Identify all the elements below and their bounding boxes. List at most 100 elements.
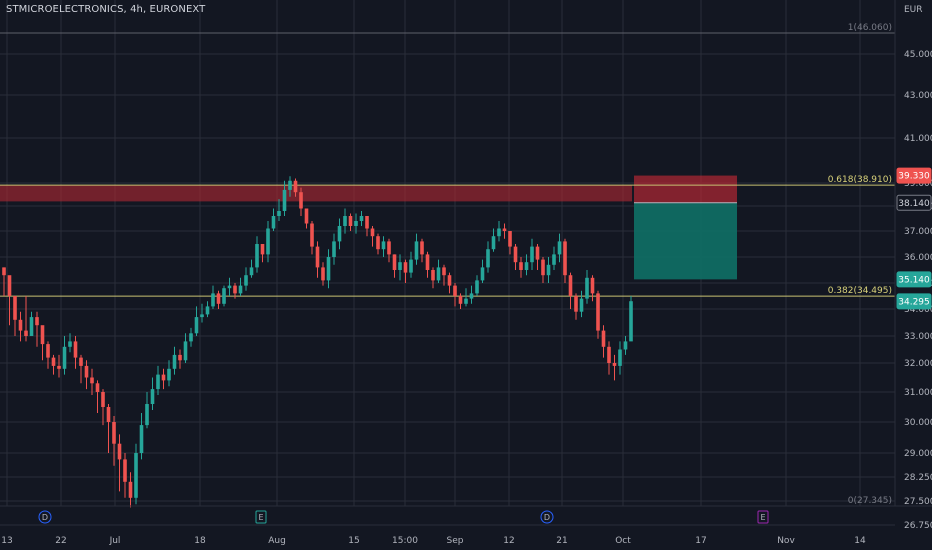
candle xyxy=(370,226,375,247)
time-tick-label: 21 xyxy=(556,536,567,546)
earnings-marker[interactable]: E xyxy=(757,510,769,524)
price-tick-label: 29.000 xyxy=(904,449,932,459)
dividend-marker[interactable]: D xyxy=(540,510,554,524)
time-tick-label: 18 xyxy=(194,536,206,546)
candle xyxy=(387,238,391,263)
time-axis[interactable]: 13 22 Jul 18 Aug 15 15:00 Sep 12 21 Oct 17 Nov 14 xyxy=(1,536,866,546)
time-tick-label: 22 xyxy=(55,536,66,546)
price-tick-label: 30.000 xyxy=(904,418,932,428)
candle xyxy=(183,333,188,363)
zones-layer xyxy=(0,175,737,280)
candle xyxy=(249,259,254,278)
price-tick-label: 32.000 xyxy=(904,359,932,369)
price-tick-label: 45.000 xyxy=(904,50,932,60)
candle xyxy=(552,246,556,270)
time-tick-label: Jul xyxy=(109,536,121,546)
price-tick-label: 41.000 xyxy=(904,134,932,144)
candle xyxy=(497,221,501,242)
dividend-marker[interactable]: D xyxy=(38,510,52,524)
candle xyxy=(128,472,133,508)
candle xyxy=(35,311,39,347)
candle xyxy=(392,254,397,278)
candle xyxy=(260,244,265,263)
candle xyxy=(623,336,628,355)
earnings-marker[interactable]: E xyxy=(255,510,267,524)
candle xyxy=(216,290,221,309)
price-label: 34.295 xyxy=(896,293,932,310)
candle xyxy=(95,380,100,413)
fib-label: 0(27.345) xyxy=(848,496,892,506)
target-zone[interactable] xyxy=(634,202,737,280)
candle xyxy=(585,270,589,304)
candle xyxy=(227,277,232,296)
time-tick-label: 15:00 xyxy=(392,536,418,546)
candle xyxy=(205,301,210,318)
price-axis[interactable]: 45.00043.00041.00039.00038.00037.00036.0… xyxy=(904,50,932,531)
time-tick-label: Aug xyxy=(268,536,286,546)
candle xyxy=(101,389,105,426)
candle xyxy=(563,238,567,283)
candle xyxy=(40,325,45,361)
candle xyxy=(508,231,512,255)
candle xyxy=(167,360,171,387)
candle xyxy=(535,244,540,270)
svg-text:E: E xyxy=(760,513,765,522)
candle xyxy=(112,416,116,466)
candle xyxy=(326,249,331,289)
candle xyxy=(293,178,298,197)
svg-text:39.330: 39.330 xyxy=(898,172,930,182)
candle xyxy=(282,180,287,216)
candle xyxy=(46,341,50,369)
time-tick-label: Oct xyxy=(615,536,631,546)
candle xyxy=(629,296,633,342)
time-tick-label: 14 xyxy=(854,536,866,546)
candle xyxy=(359,211,364,226)
candle xyxy=(90,368,94,395)
candle xyxy=(502,223,507,239)
fib-label: 0.618(38.910) xyxy=(828,175,892,185)
candle xyxy=(178,349,182,369)
candle xyxy=(18,311,23,342)
price-labels: 39.330 38.140 35.140 34.295 xyxy=(896,167,932,310)
candle xyxy=(7,275,12,326)
candle xyxy=(541,257,545,283)
price-tick-label: 34.000 xyxy=(904,305,932,315)
price-label: 38.140 xyxy=(896,194,932,211)
candle xyxy=(365,216,369,237)
candle xyxy=(579,290,584,318)
candle xyxy=(238,277,243,296)
candle xyxy=(68,333,72,353)
currency-label[interactable]: EUR xyxy=(904,5,923,15)
resistance-zone[interactable] xyxy=(0,185,632,202)
candle xyxy=(73,336,78,369)
candle xyxy=(271,208,276,231)
candle xyxy=(618,341,622,375)
candle xyxy=(398,254,402,281)
candle xyxy=(2,267,6,296)
price-tick-label: 27.500 xyxy=(904,497,932,507)
chart-title: STMICROELECTRONICS, 4h, EURONEXT xyxy=(6,4,206,15)
candle xyxy=(84,360,89,390)
price-tick-label: 28.250 xyxy=(904,473,932,483)
candle xyxy=(491,228,496,252)
candle xyxy=(150,377,155,410)
candle xyxy=(189,327,193,347)
candle xyxy=(453,283,457,307)
candle xyxy=(458,293,463,309)
candle xyxy=(332,233,336,265)
candle xyxy=(442,264,446,286)
candle xyxy=(376,233,380,255)
stop-zone[interactable] xyxy=(634,175,737,203)
candle xyxy=(211,285,215,309)
candle xyxy=(106,404,111,453)
price-tick-label: 43.000 xyxy=(904,91,932,101)
candle xyxy=(139,413,144,460)
candle xyxy=(145,392,149,429)
candle xyxy=(255,236,259,273)
candle xyxy=(546,257,551,283)
candle xyxy=(601,325,606,358)
price-label: 35.140 xyxy=(896,271,932,288)
candle xyxy=(222,285,226,307)
